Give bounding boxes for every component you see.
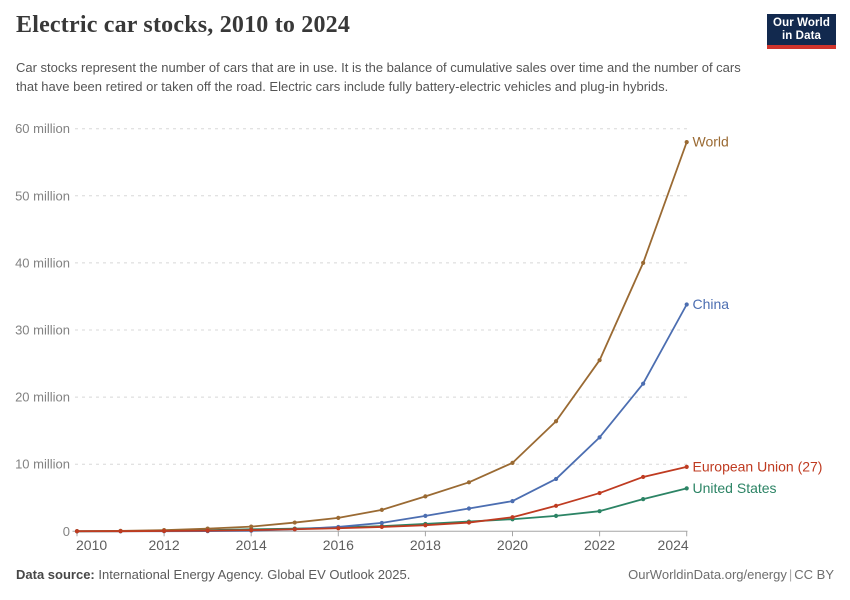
data-point-marker [466,520,472,525]
page-title: Electric car stocks, 2010 to 2024 [16,12,351,38]
data-point-marker [466,480,472,485]
data-point-marker [597,358,602,363]
footer-links: OurWorldinData.org/energy | CC BY [628,567,834,582]
data-point-marker [597,490,602,496]
x-axis-tick-label: 2018 [410,537,441,553]
y-axis-tick-label: 40 million [15,255,70,270]
data-point-marker [336,515,341,520]
data-point-marker [379,507,384,512]
y-axis-tick-label: 20 million [15,390,70,405]
data-point-marker [641,381,646,386]
data-point-marker [74,529,80,534]
data-point-marker [553,476,559,482]
data-source: Data source: International Energy Agency… [16,567,410,582]
chart-subtitle: Car stocks represent the number of cars … [16,60,741,94]
data-point-marker [510,460,515,465]
data-point-marker [249,524,254,529]
chart-footer: Data source: International Energy Agency… [16,567,834,582]
data-point-marker [597,435,602,440]
data-point-marker [641,474,646,480]
series-markers-european-union-27 [74,464,689,534]
y-axis-tick-label: 60 million [15,121,70,136]
data-point-marker [553,503,559,508]
x-axis-tick-label: 2020 [497,537,528,553]
data-point-marker [423,513,428,518]
data-point-marker [292,520,297,525]
series-line-world[interactable] [76,141,688,533]
data-point-marker [553,419,559,424]
data-point-marker [423,523,428,528]
owid-logo-text-line2: in Data [781,30,822,42]
data-point-marker [510,499,515,504]
entity-label-united-states[interactable]: United States [693,480,777,496]
entity-label-european-union-27[interactable]: European Union (27) [693,458,823,474]
entity-label-china[interactable]: China [693,296,730,312]
series-markers-world [74,140,689,534]
y-axis-tick-label: 30 million [15,323,70,338]
data-source-label: Data source: [16,567,95,582]
entity-label-world[interactable]: World [693,134,729,150]
x-axis-tick-label: 2024 [658,537,689,553]
data-source-text: International Energy Agency. Global EV O… [98,567,411,582]
data-point-marker [162,528,167,534]
data-point-marker [379,520,384,526]
license-link[interactable]: CC BY [794,567,834,582]
data-point-marker [466,506,472,511]
footer-separator: | [788,567,793,582]
data-point-marker [205,528,210,533]
data-point-marker [423,494,428,499]
data-point-marker [641,496,646,502]
data-point-marker [597,509,602,514]
data-point-marker [553,513,559,518]
data-point-marker [510,515,515,520]
series-markers-china [74,302,689,534]
y-axis-tick-label: 50 million [15,188,70,203]
owid-logo-text-line1: Our World [773,17,830,29]
owid-logo[interactable]: Our World in Data [767,14,836,49]
x-axis-tick-label: 2012 [149,537,180,553]
data-point-marker [684,302,689,307]
x-axis-tick-label: 2016 [323,537,354,553]
owid-url-link[interactable]: OurWorldinData.org/energy [628,567,787,582]
data-point-marker [336,526,341,531]
data-point-marker [292,527,297,532]
data-point-marker [684,486,689,491]
data-point-marker [641,260,646,265]
x-axis-tick-label: 2022 [584,537,615,553]
x-axis-tick-label: 2010 [76,537,107,553]
data-point-marker [684,464,689,469]
data-point-marker [684,140,689,145]
x-axis-tick-label: 2014 [236,537,267,553]
y-axis-tick-label: 10 million [15,457,70,472]
y-axis-tick-label: 0 [63,524,70,539]
data-point-marker [118,529,123,534]
series-line-china[interactable] [76,303,688,533]
data-point-marker [249,527,254,533]
data-point-marker [379,524,384,530]
